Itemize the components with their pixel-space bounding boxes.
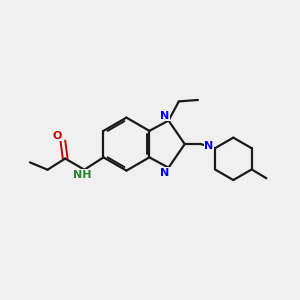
Text: NH: NH bbox=[73, 170, 91, 180]
Text: N: N bbox=[160, 110, 169, 121]
Text: N: N bbox=[204, 141, 214, 151]
Text: N: N bbox=[160, 168, 169, 178]
Text: O: O bbox=[52, 130, 62, 141]
